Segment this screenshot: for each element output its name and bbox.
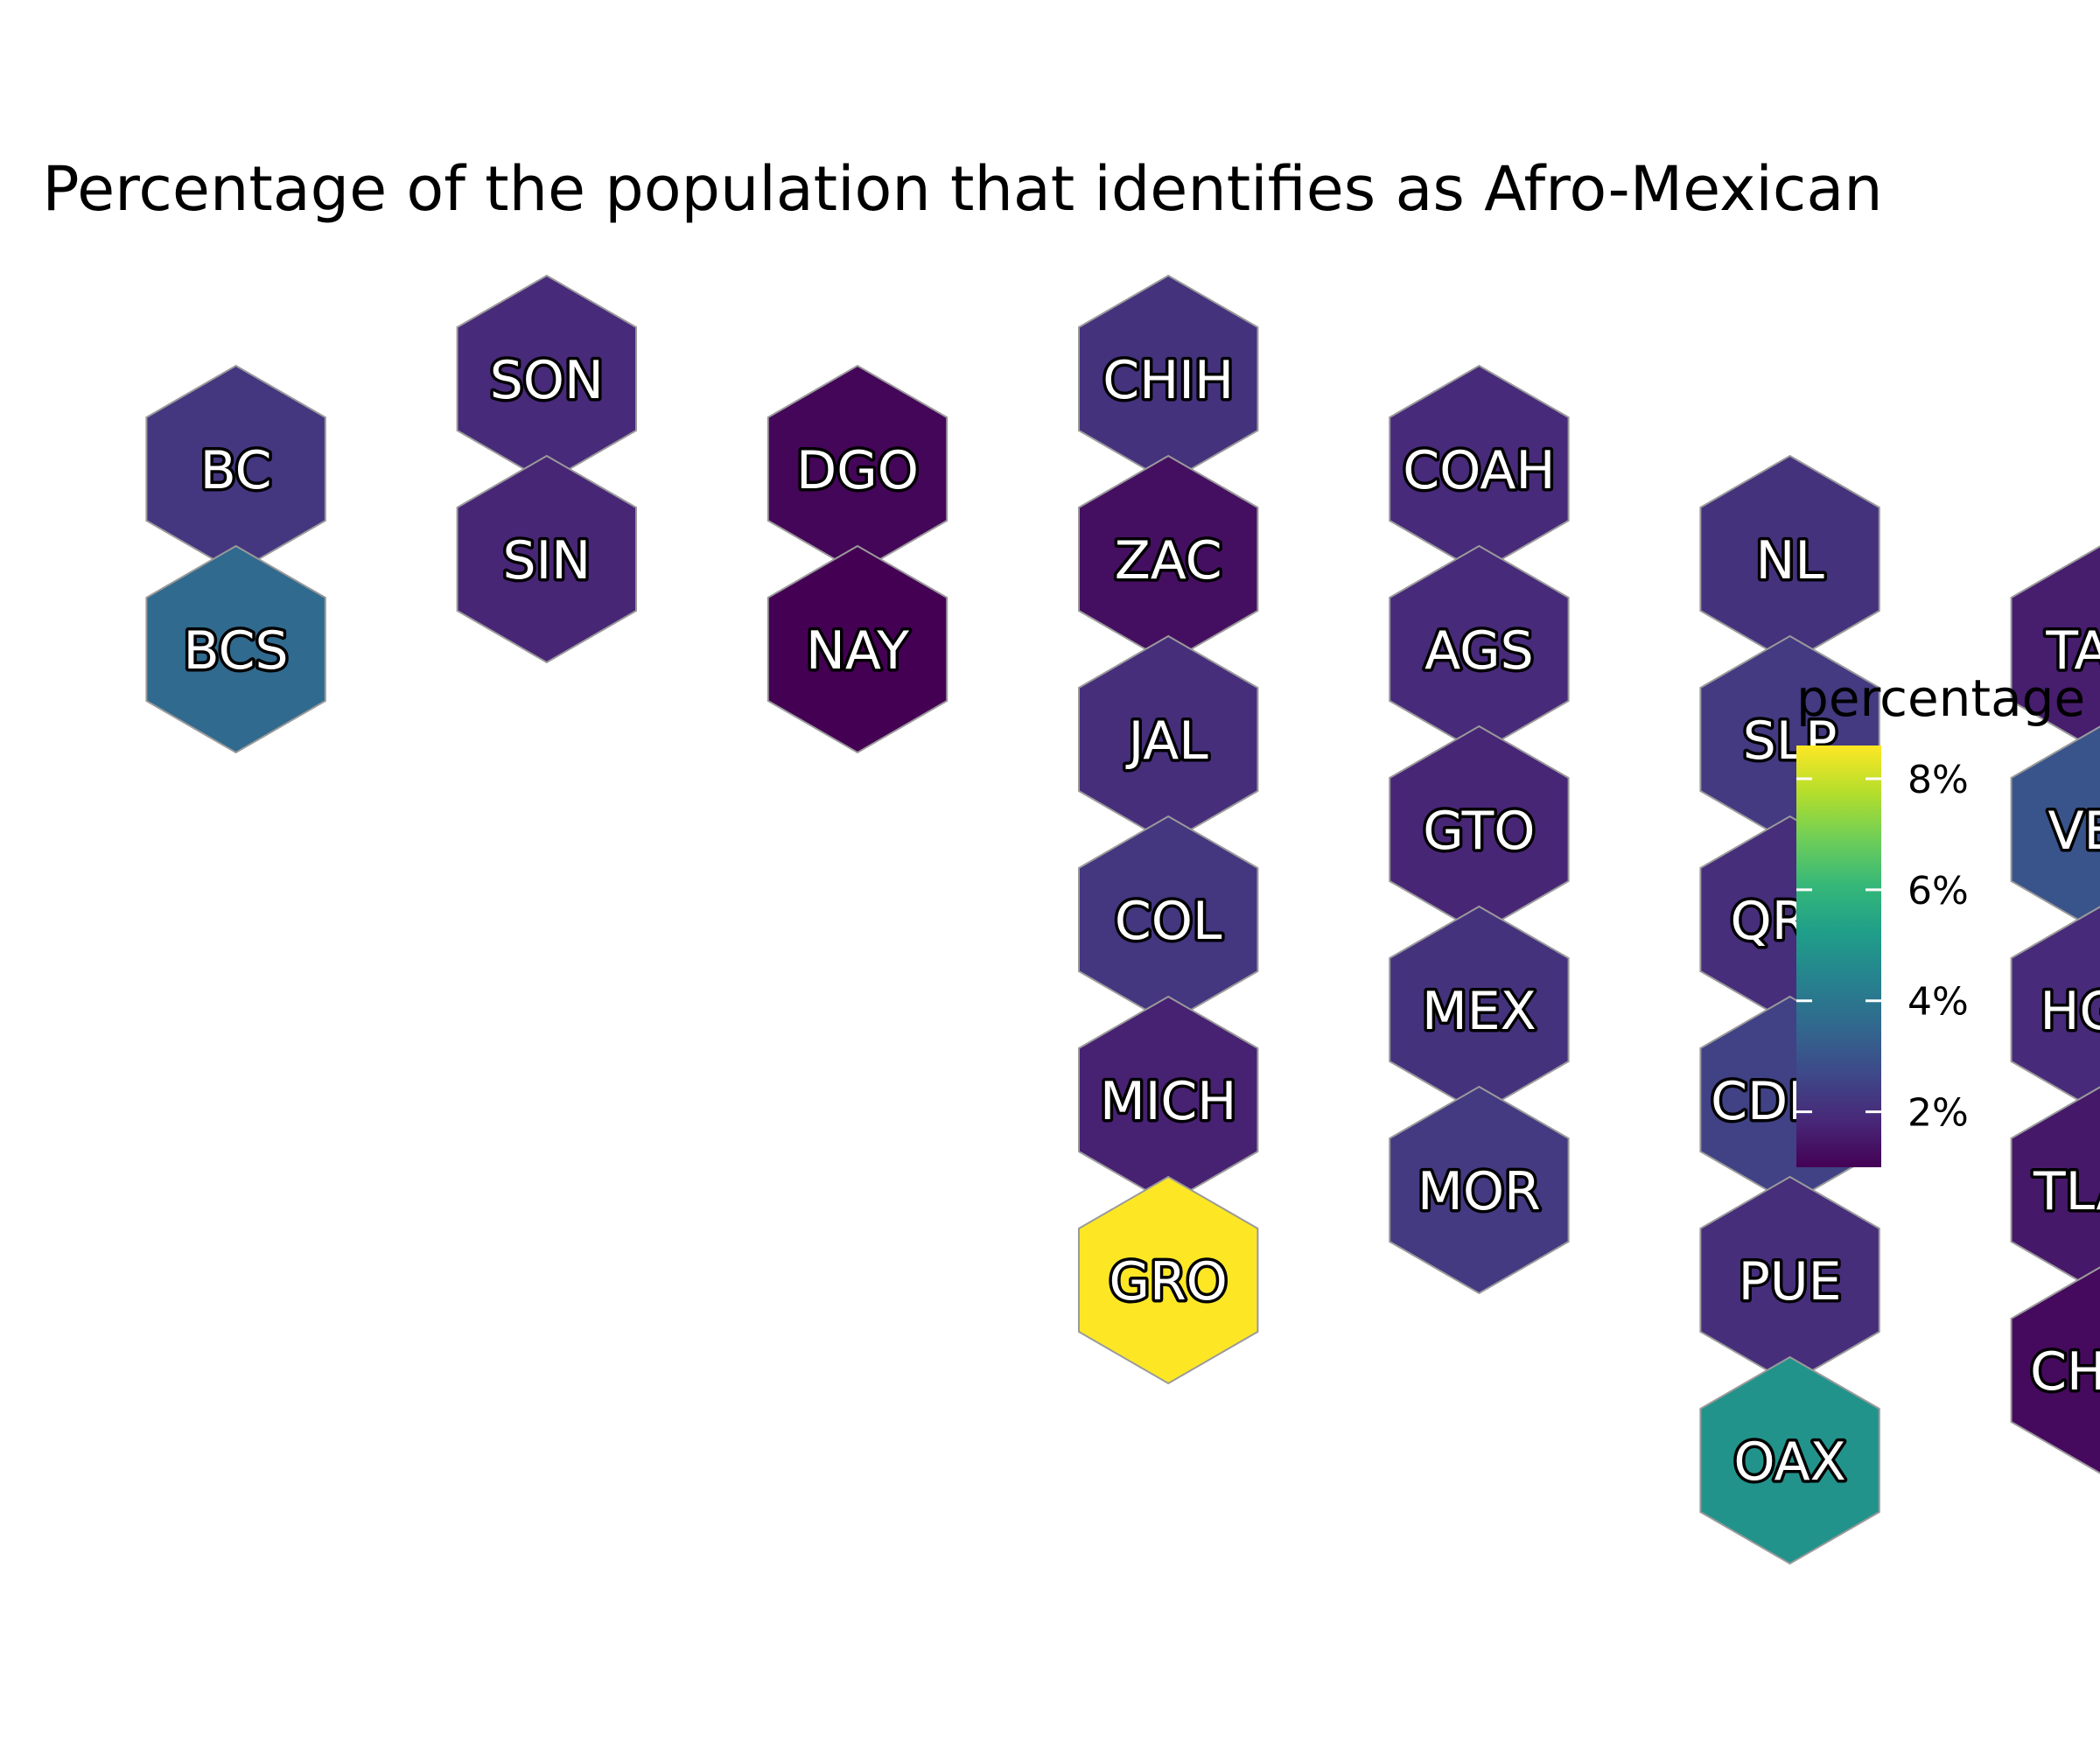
hex-label: SLP <box>1743 710 1838 772</box>
hex-son: SON <box>456 274 637 484</box>
hex-label: NL <box>1755 530 1824 592</box>
hex-oax: OAX <box>1699 1355 1880 1565</box>
hex-label: SON <box>490 350 604 411</box>
chart-title: Percentage of the population that identi… <box>42 153 1882 225</box>
hex-label: BC <box>200 440 272 501</box>
hex-mor: MOR <box>1389 1085 1570 1295</box>
hex-label: GTO <box>1423 801 1535 862</box>
hex-label: ZAC <box>1115 530 1222 592</box>
hex-label: MICH <box>1100 1071 1236 1132</box>
hex-label: NAY <box>806 620 909 682</box>
hex-tile <box>766 544 948 754</box>
hex-label: VER <box>2048 801 2100 862</box>
hex-col: COL <box>1078 815 1259 1025</box>
legend-tick-label: 6% <box>1908 869 1969 914</box>
hex-mich: MICH <box>1078 995 1259 1205</box>
hex-tile <box>2010 545 2100 753</box>
hex-ags: AGS <box>1389 544 1570 754</box>
legend: percentage 2% 4% 6% 8% <box>1796 668 2085 1167</box>
hex-label: HGO <box>2040 981 2100 1042</box>
hex-tile <box>2010 1266 2100 1474</box>
hex-map: SON CHIH BC DGO COAH SIN ZAC NL BCS NAY AGS TAM JAL S… <box>145 274 2100 1565</box>
hex-label: TLAX <box>2033 1161 2100 1222</box>
legend-tick-label: 2% <box>1908 1091 1969 1136</box>
hex-sin: SIN <box>456 454 637 664</box>
hex-label: SIN <box>502 530 591 592</box>
hex-ver: VER <box>2010 725 2100 934</box>
hex-label: DGO <box>796 440 919 501</box>
hex-mex: MEX <box>1389 905 1570 1115</box>
hex-label: AGS <box>1424 620 1534 682</box>
hex-nay: NAY <box>766 544 948 754</box>
hex-dgo: DGO <box>766 364 948 574</box>
hex-label: BCS <box>184 620 289 682</box>
hex-label: COAH <box>1403 440 1555 501</box>
hex-chih: CHIH <box>1078 274 1259 484</box>
hex-jal: JAL <box>1078 634 1259 844</box>
hex-hgo: HGO <box>2010 906 2100 1114</box>
hex-tile <box>1699 1355 1880 1565</box>
hex-label: JAL <box>1125 710 1209 772</box>
hex-tlax: TLAX <box>2010 1086 2100 1294</box>
hex-label: MOR <box>1418 1161 1541 1222</box>
hex-label: MEX <box>1422 981 1536 1042</box>
hex-label: PUE <box>1739 1251 1842 1312</box>
hex-nl: NL <box>1699 454 1880 664</box>
hex-bcs: BCS <box>145 544 326 754</box>
hex-tile <box>2010 725 2100 934</box>
hex-coah: COAH <box>1389 364 1570 574</box>
legend-ticks: 2% 4% 6% 8% <box>1796 758 1969 1136</box>
hex-tile <box>1389 1085 1570 1295</box>
hex-gto: GTO <box>1389 724 1570 934</box>
hex-tile <box>2010 1086 2100 1294</box>
hex-label: TAM <box>2045 620 2100 682</box>
hex-tile <box>456 454 637 664</box>
legend-tick-label: 8% <box>1908 758 1969 802</box>
hex-tile <box>1078 1175 1259 1385</box>
hex-tam: TAM <box>2010 545 2100 753</box>
hex-pue: PUE <box>1699 1175 1880 1385</box>
hex-label: CHPS <box>2030 1341 2100 1403</box>
hex-gro: GRO <box>1078 1175 1259 1385</box>
hex-label: CHIH <box>1102 350 1234 411</box>
hex-label: OAX <box>1733 1432 1845 1493</box>
legend-tick-label: 4% <box>1908 980 1969 1025</box>
hex-bc: BC <box>145 364 326 574</box>
legend-colorbar <box>1796 746 1881 1167</box>
hex-label: COL <box>1115 891 1222 952</box>
legend-title: percentage <box>1796 668 2085 728</box>
hex-chps: CHPS <box>2010 1266 2100 1474</box>
hex-tile <box>145 544 326 754</box>
hex-tile <box>2010 906 2100 1114</box>
hex-zac: ZAC <box>1078 454 1259 664</box>
hex-label: GRO <box>1109 1251 1227 1312</box>
